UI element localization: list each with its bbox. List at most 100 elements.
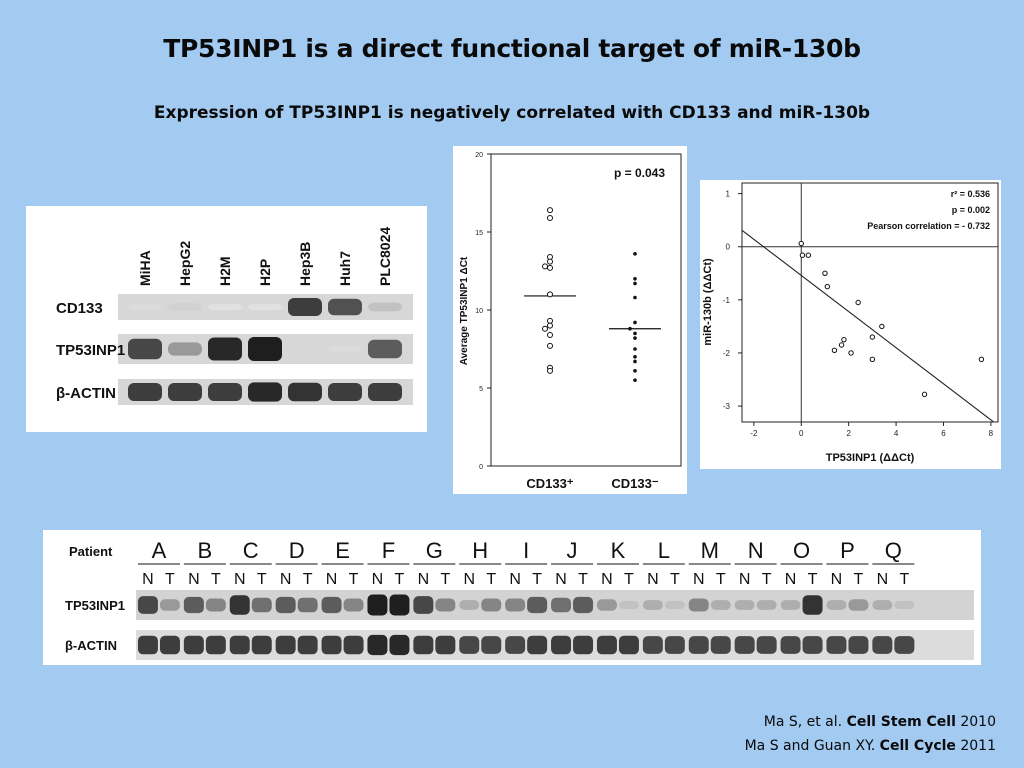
blot-band — [328, 345, 362, 353]
category-label: CD133⁻ — [611, 476, 658, 491]
data-point-filled — [633, 369, 637, 373]
data-point — [831, 347, 838, 354]
blot-band — [128, 383, 162, 401]
reference-1: Ma S, et al. Cell Stem Cell 2010 — [763, 714, 996, 730]
sample-type-label: N — [463, 571, 475, 588]
y-tick-label: -3 — [723, 402, 731, 411]
data-point-open — [542, 263, 548, 270]
patient-letter: F — [382, 538, 395, 563]
data-point-filled — [633, 359, 637, 364]
y-axis-label: Average TP53INP1 ΔCt — [459, 256, 470, 365]
data-point — [841, 336, 847, 343]
sample-type-label: N — [739, 571, 751, 588]
y-tick-label: 5 — [479, 386, 483, 393]
blot-band — [573, 635, 594, 655]
sample-type-label: N — [142, 571, 154, 588]
sample-type-label: T — [532, 571, 542, 588]
sample-type-label: N — [877, 571, 889, 588]
sample-type-label: T — [624, 571, 634, 588]
data-point-filled — [633, 277, 637, 281]
patient-letter: L — [658, 538, 670, 563]
y-tick-label: 0 — [479, 464, 483, 471]
data-point-open — [547, 322, 553, 329]
blot-band — [208, 303, 242, 311]
data-point-filled — [633, 336, 637, 340]
blot-band — [389, 634, 410, 656]
blot-band — [551, 597, 572, 613]
sample-type-label: T — [854, 571, 864, 588]
blot-band — [481, 636, 502, 654]
cell-line-western-blot: MiHA HepG2 H2M H2P Hep3B Huh7 PLC8024 CD133 TP53… — [26, 206, 427, 432]
blot-band — [368, 302, 402, 312]
blot-band — [229, 635, 250, 655]
cell-line-label: MiHA — [137, 250, 153, 286]
category-label: CD133⁺ — [526, 476, 573, 491]
patient-western-blot: Patient TP53INP1 β-ACTIN A N T B N T C N T D N T E N T F N T… — [43, 530, 981, 665]
blot-band — [389, 594, 410, 616]
cell-line-label: H2P — [257, 259, 273, 286]
blot-band — [183, 635, 204, 655]
blot-band — [288, 345, 322, 353]
blot-band — [128, 303, 162, 311]
blot-band — [618, 635, 639, 655]
blot-band — [248, 382, 282, 402]
data-point-filled — [633, 355, 637, 359]
sample-type-label: N — [372, 571, 384, 588]
blot-band — [756, 600, 777, 610]
sample-type-label: T — [257, 571, 267, 588]
data-point — [978, 356, 985, 363]
blot-band — [128, 338, 162, 360]
blot-band — [368, 339, 402, 359]
y-tick-label: 20 — [475, 152, 483, 159]
blot-band — [780, 636, 801, 654]
sample-type-label: N — [601, 571, 613, 588]
x-tick-label: 2 — [846, 429, 851, 438]
blot-band — [321, 596, 342, 614]
data-point — [799, 252, 806, 258]
data-point-filled — [633, 295, 637, 300]
patient-letter: H — [472, 538, 488, 563]
blot-row-label: CD133 — [56, 300, 103, 317]
correlation-scatter-plot: -2 0 2 4 6 8 1 0 -1 -2 -3 TP53INP1 (ΔΔCt) miR-130b (… — [700, 180, 1001, 469]
sample-type-label: T — [165, 571, 175, 588]
blot-band — [168, 342, 202, 356]
blot-band — [872, 600, 893, 610]
blot-row-label: TP53INP1 — [65, 598, 125, 613]
data-point-open — [542, 325, 548, 332]
data-point-filled — [633, 281, 637, 286]
blot-band — [251, 597, 272, 613]
blot-band — [248, 303, 282, 311]
data-point — [822, 270, 828, 276]
blot-band — [208, 383, 242, 401]
blot-band — [288, 298, 322, 316]
blot-band — [183, 596, 204, 614]
blot-band — [596, 635, 617, 655]
blot-band — [688, 636, 709, 654]
blot-band — [642, 600, 663, 610]
cd133-dot-plot: 0 5 10 15 20 Average TP53INP1 ΔCt p = 0.043 CD1… — [453, 146, 687, 494]
blot-band — [734, 636, 755, 654]
blot-band — [288, 382, 322, 402]
data-point — [798, 240, 804, 247]
x-tick-label: -2 — [750, 429, 758, 438]
data-point-open — [547, 331, 553, 338]
blot-band — [734, 600, 755, 610]
blot-band — [527, 635, 548, 655]
sample-type-label: T — [670, 571, 680, 588]
blot-band — [459, 600, 480, 610]
blot-band — [343, 635, 364, 655]
blot-band — [664, 636, 685, 654]
statistics-annotation: r² = 0.536 — [951, 189, 990, 199]
sample-type-label: N — [785, 571, 797, 588]
sample-type-label: T — [349, 571, 359, 588]
sample-type-label: T — [716, 571, 726, 588]
blot-band — [205, 635, 226, 655]
blot-band — [413, 596, 434, 614]
data-point-filled — [628, 326, 632, 331]
plot-frame — [741, 182, 999, 423]
patient-letter: O — [793, 538, 810, 563]
blot-band — [367, 594, 388, 616]
blot-band — [710, 600, 731, 610]
patient-letter: N — [748, 538, 764, 563]
sample-type-label: T — [808, 571, 818, 588]
